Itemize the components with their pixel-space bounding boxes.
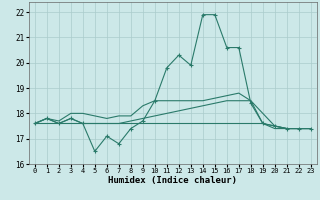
X-axis label: Humidex (Indice chaleur): Humidex (Indice chaleur)	[108, 176, 237, 185]
